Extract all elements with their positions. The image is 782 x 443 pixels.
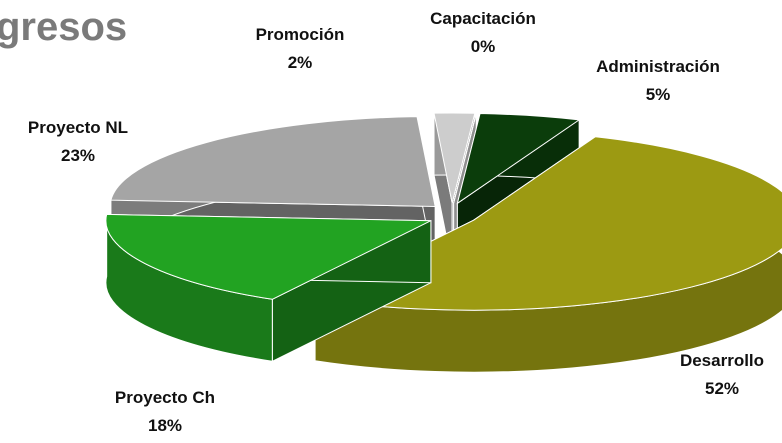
value-label: 5% <box>646 85 671 104</box>
value-label: 52% <box>705 379 739 398</box>
value-label: 0% <box>471 37 496 56</box>
slice <box>456 113 581 205</box>
slice-group <box>313 135 782 373</box>
slice-label: Proyecto Ch <box>115 388 215 407</box>
chart-title: gresos <box>0 5 127 49</box>
slice-group <box>105 213 432 363</box>
slice <box>313 136 782 311</box>
slice-label: Proyecto NL <box>28 118 128 137</box>
value-label: 2% <box>288 53 313 72</box>
slice-label: Promoción <box>256 25 345 44</box>
value-label: 23% <box>61 146 95 165</box>
slice <box>110 116 436 207</box>
slice <box>433 112 476 204</box>
value-label: 18% <box>148 416 182 435</box>
slice <box>105 213 432 300</box>
slice-label: Desarrollo <box>680 351 764 370</box>
slice-label: Capacitación <box>430 9 536 28</box>
slice-label: Administración <box>596 57 720 76</box>
